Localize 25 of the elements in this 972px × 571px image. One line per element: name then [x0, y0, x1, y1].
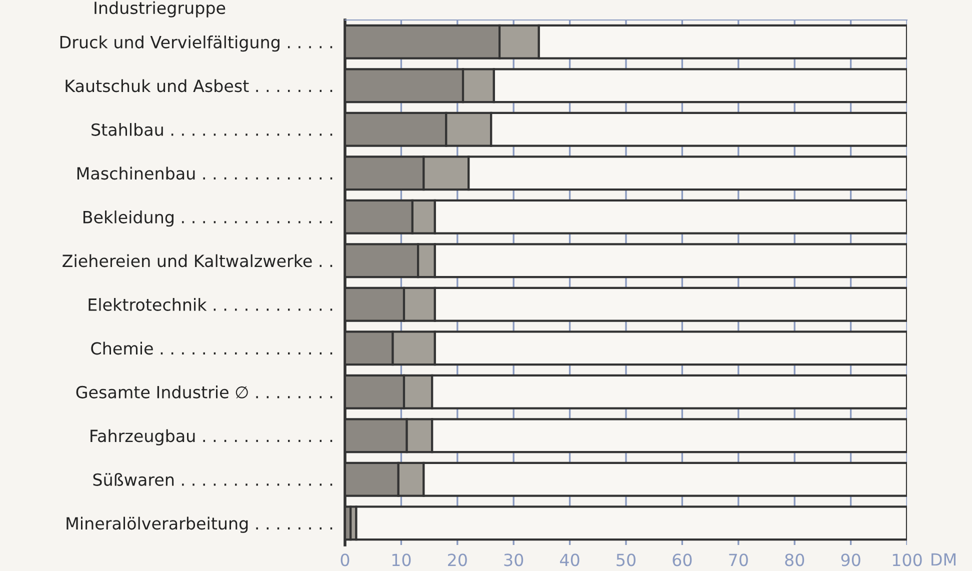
y-tick-label: Süßwaren . . . . . . . . . . . . . . .	[93, 473, 332, 486]
y-tick-label: Fahrzeugbau . . . . . . . . . . . . .	[90, 429, 332, 446]
x-tick-label: 30	[504, 554, 524, 566]
y-tick-label: Maschinenbau . . . . . . . . . . . . .	[77, 166, 332, 180]
x-tick-label: 50	[616, 554, 636, 566]
x-tick-label: 0	[340, 554, 350, 566]
y-tick-label: Bekleidung . . . . . . . . . . . . . . .	[83, 210, 332, 227]
x-tick-label: 60	[672, 554, 692, 566]
x-tick-label: 40	[560, 554, 580, 566]
x-tick-label: 90	[841, 554, 860, 566]
y-tick-label: Gesamte Industrie ∅ . . . . . . . .	[76, 386, 332, 398]
y-tick-label: Stahlbau . . . . . . . . . . . . . . . .	[92, 123, 332, 136]
y-tick-label: Chemie . . . . . . . . . . . . . . . . .	[91, 342, 332, 355]
x-tick-label: 80	[785, 554, 804, 566]
x-tick-label: 20	[448, 554, 467, 566]
x-axis-title: DM	[932, 553, 956, 566]
x-tick-label: 70	[729, 554, 748, 566]
y-tick-label: Druck und Vervielfältigung . . . . .	[60, 36, 332, 52]
x-tick-label: 100	[892, 554, 922, 566]
y-tick-label: Kautschuk und Asbest . . . . . . . .	[66, 79, 332, 92]
y-axis-title: Industriegruppe	[94, 1, 226, 18]
y-tick-label: Mineralölverarbeitung . . . . . . . .	[66, 516, 332, 533]
y-tick-label: Ziehereien und Kaltwalzwerke . .	[62, 254, 332, 268]
y-tick-label: Elektrotechnik . . . . . . . . . . . .	[88, 298, 332, 311]
x-tick-label: 10	[392, 554, 411, 566]
